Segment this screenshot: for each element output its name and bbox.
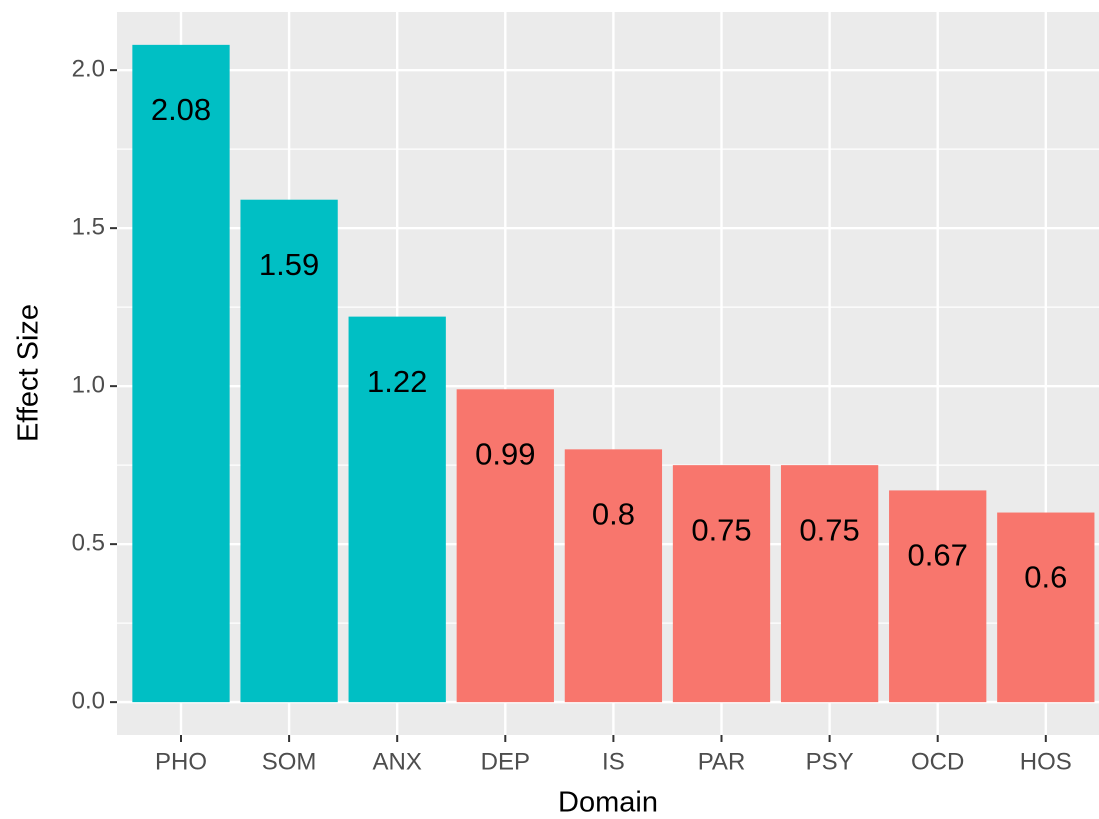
- x-tick-label: OCD: [911, 748, 964, 775]
- marks: 2.08 1.59 1.22 0.99 0.8 0.75 0.75 0.67 0.6: [132, 44, 1095, 703]
- bar: [889, 490, 987, 703]
- bar: [564, 449, 663, 703]
- bar: [348, 316, 446, 703]
- y-tick-label: 2.0: [72, 55, 105, 82]
- value-label: 2.08: [151, 92, 211, 127]
- y-tick-label: 0.0: [72, 687, 105, 714]
- y-axis-title: Effect Size: [13, 304, 45, 442]
- bar: [456, 389, 554, 703]
- value-label: 0.67: [908, 538, 968, 573]
- bar: [132, 44, 230, 703]
- x-tick-label: ANX: [373, 748, 422, 775]
- bar: [672, 465, 771, 703]
- y-tick-label: 1.5: [72, 213, 105, 240]
- x-tick-label: IS: [602, 748, 625, 775]
- value-label: 0.75: [691, 512, 751, 547]
- x-tick-label: DEP: [481, 748, 530, 775]
- x-tick-label: PHO: [155, 748, 207, 775]
- bar: [997, 512, 1095, 703]
- value-label: 0.99: [475, 436, 535, 471]
- value-label: 0.6: [1024, 560, 1067, 595]
- x-tick-label: PAR: [698, 748, 746, 775]
- value-label: 0.8: [592, 497, 635, 532]
- bar: [240, 199, 338, 703]
- x-tick-label: PSY: [806, 748, 854, 775]
- value-label: 1.22: [367, 364, 427, 399]
- value-label: 0.75: [799, 512, 859, 547]
- value-label: 1.59: [259, 247, 319, 282]
- x-tick-label: SOM: [262, 748, 317, 775]
- x-tick-label: HOS: [1020, 748, 1072, 775]
- x-axis-title: Domain: [558, 787, 658, 819]
- y-tick-label: 0.5: [72, 529, 105, 556]
- bar: [780, 465, 879, 703]
- y-tick-label: 1.0: [72, 371, 105, 398]
